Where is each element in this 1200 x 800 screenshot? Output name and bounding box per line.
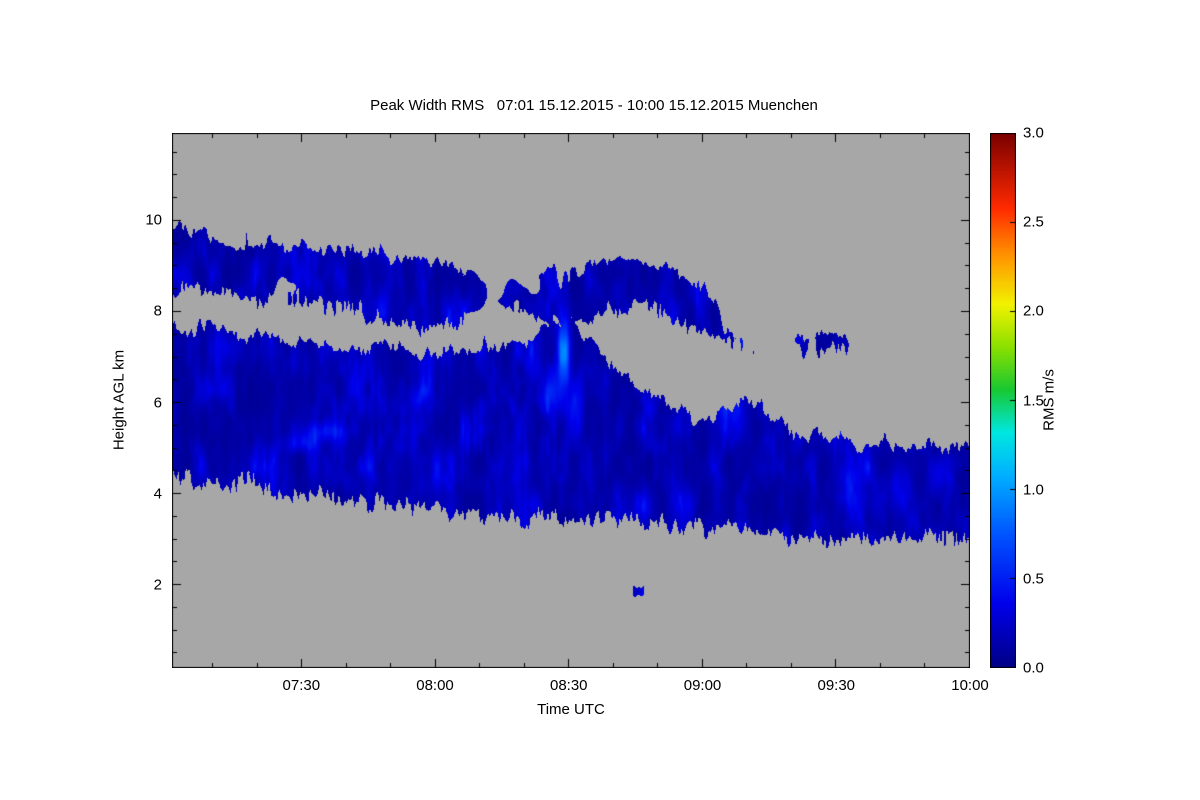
x-tick-label: 07:30 [282,677,321,694]
x-tick-label: 09:00 [683,677,722,694]
heatmap-canvas [172,133,970,668]
y-tick-label: 4 [153,485,162,503]
colorbar-tick-label: 0.0 [1023,659,1044,677]
colorbar-tick-label: 2.0 [1023,302,1044,320]
y-tick-label: 2 [153,576,162,594]
x-axis-label: Time UTC [537,701,605,718]
colorbar-gradient [990,133,1016,668]
y-tick-label: 8 [153,302,162,320]
x-tick-label: 09:30 [817,677,856,694]
x-tick-label: 08:00 [416,677,454,694]
colorbar-tick-label: 2.5 [1023,213,1044,231]
colorbar-tick-label: 1.0 [1023,481,1044,499]
x-tick-label: 10:00 [951,677,989,694]
colorbar-tick-label: 3.0 [1023,124,1044,142]
x-tick-label: 08:30 [549,677,588,694]
colorbar-tick-label: 1.5 [1023,392,1044,409]
y-tick-label: 10 [145,211,162,229]
colorbar-tick-label: 0.5 [1023,570,1044,588]
y-tick-label: 6 [153,394,162,412]
plot-title: Peak Width RMS 07:01 15.12.2015 - 10:00 … [370,97,818,114]
